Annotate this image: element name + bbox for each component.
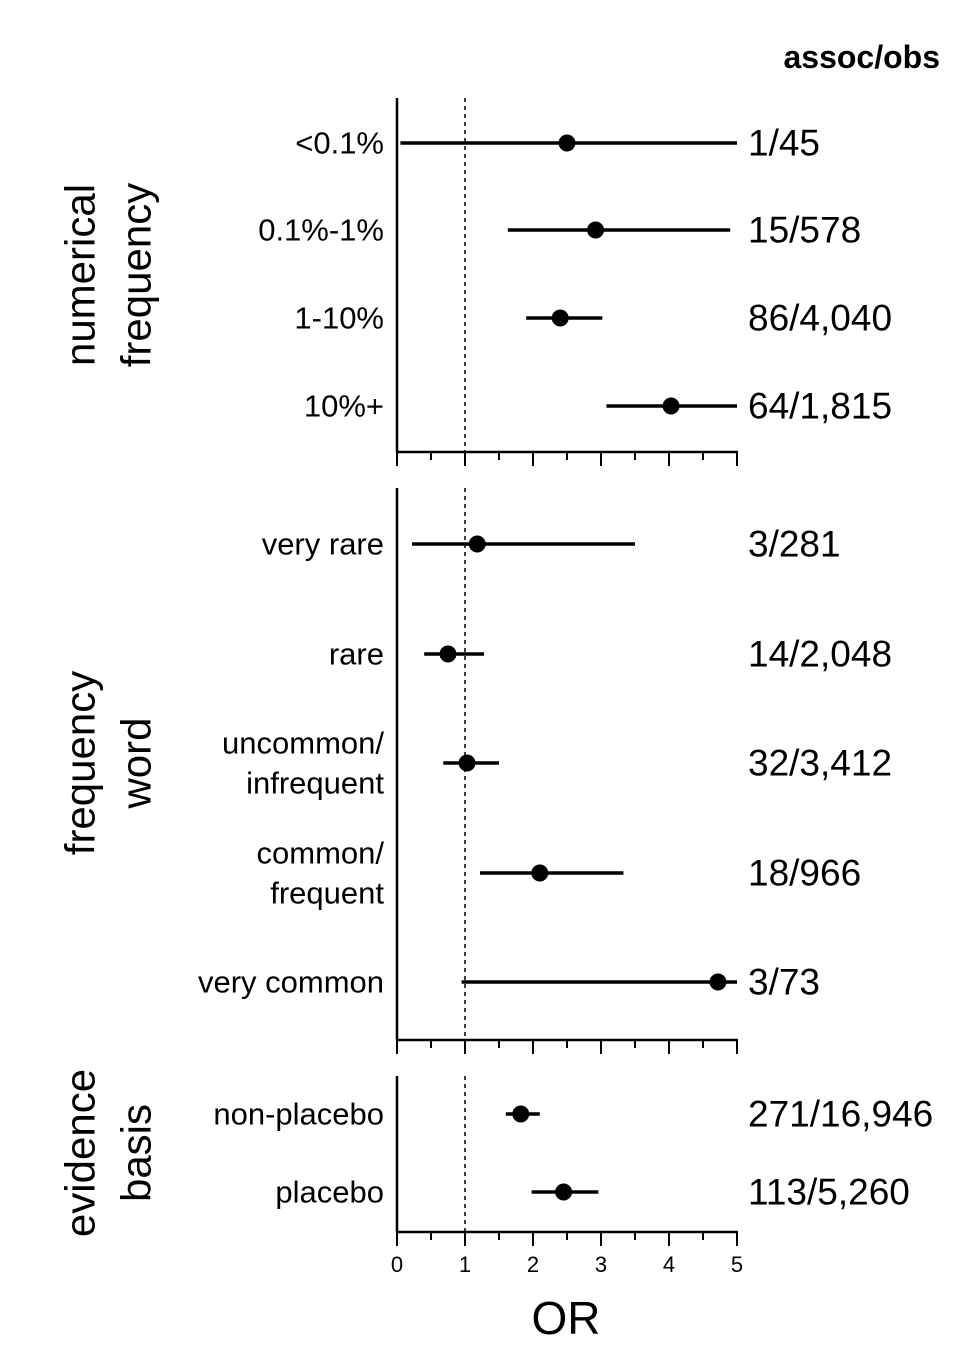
x-tick-label: 3 bbox=[595, 1252, 607, 1277]
assoc-obs-value: 32/3,412 bbox=[748, 743, 892, 784]
assoc-obs-value: 3/281 bbox=[748, 524, 841, 565]
or-point bbox=[709, 973, 727, 991]
assoc-obs-value: 113/5,260 bbox=[748, 1172, 910, 1213]
panel-title: numerical bbox=[57, 184, 104, 366]
panel-2: frequency word very rare 3/281 rare 14/2,048 u… bbox=[57, 488, 892, 1054]
assoc-obs-value: 86/4,040 bbox=[748, 298, 892, 339]
or-point bbox=[558, 134, 576, 152]
row-label: common/ bbox=[257, 836, 385, 871]
panel-1: numerical frequency <0.1% 1/45 0.1%-1% 15/578… bbox=[57, 98, 892, 466]
assoc-obs-value: 15/578 bbox=[748, 210, 861, 251]
assoc-obs-header: assoc/obs bbox=[783, 39, 940, 75]
or-point bbox=[439, 645, 457, 663]
or-point bbox=[531, 864, 549, 882]
assoc-obs-value: 64/1,815 bbox=[748, 386, 892, 427]
row-label: 10%+ bbox=[304, 389, 384, 424]
row-label: <0.1% bbox=[295, 126, 384, 161]
row-label: very rare bbox=[262, 527, 384, 562]
x-tick-label: 2 bbox=[527, 1252, 539, 1277]
panel-title: basis bbox=[113, 1104, 160, 1202]
row-label: placebo bbox=[275, 1175, 384, 1210]
panel-title: frequency bbox=[57, 671, 104, 855]
x-axis-title: OR bbox=[532, 1292, 601, 1344]
or-point bbox=[555, 1183, 573, 1201]
panel-3: evidence basis non-placebo 271/16,946 placeb… bbox=[57, 1069, 933, 1246]
or-point bbox=[458, 754, 476, 772]
or-point bbox=[587, 221, 605, 239]
x-tick-label: 4 bbox=[663, 1252, 675, 1277]
x-tick-label: 1 bbox=[459, 1252, 471, 1277]
row-label: uncommon/ bbox=[222, 726, 384, 761]
row-label: very common bbox=[198, 965, 384, 1000]
or-point bbox=[512, 1105, 530, 1123]
assoc-obs-value: 3/73 bbox=[748, 962, 820, 1003]
panel-title: evidence bbox=[57, 1069, 104, 1237]
x-tick-label: 0 bbox=[391, 1252, 403, 1277]
x-tick-label: 5 bbox=[731, 1252, 743, 1277]
panel-title: frequency bbox=[113, 183, 160, 367]
row-label: non-placebo bbox=[213, 1097, 384, 1132]
row-label: 0.1%-1% bbox=[258, 213, 384, 248]
panel-title: word bbox=[113, 717, 160, 809]
assoc-obs-value: 18/966 bbox=[748, 853, 861, 894]
row-label: frequent bbox=[270, 876, 384, 911]
assoc-obs-value: 1/45 bbox=[748, 123, 820, 164]
assoc-obs-value: 14/2,048 bbox=[748, 634, 892, 675]
or-point bbox=[551, 309, 569, 327]
or-point bbox=[468, 535, 486, 553]
row-label: infrequent bbox=[246, 766, 384, 801]
or-point bbox=[662, 397, 680, 415]
row-label: 1-10% bbox=[294, 301, 384, 336]
row-label: rare bbox=[329, 637, 384, 672]
assoc-obs-value: 271/16,946 bbox=[748, 1094, 933, 1135]
